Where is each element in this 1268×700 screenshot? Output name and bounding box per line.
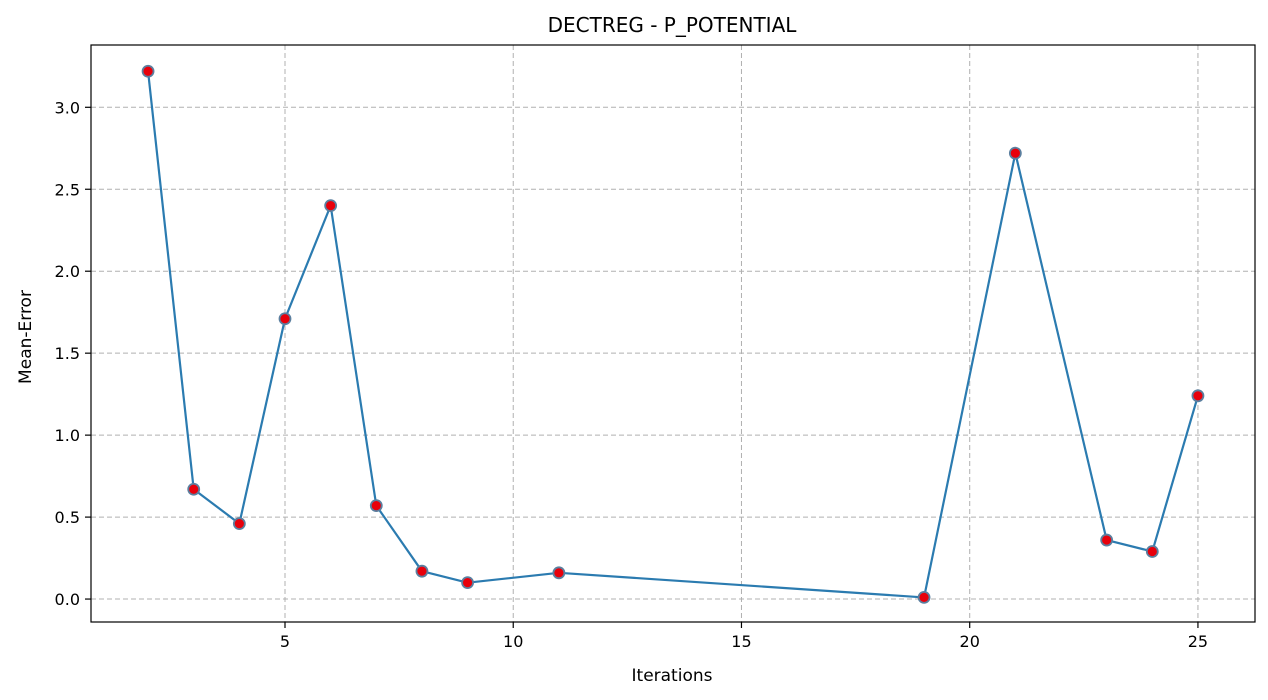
data-point <box>278 312 292 326</box>
data-point <box>141 64 155 78</box>
data-point <box>187 482 201 496</box>
grid <box>91 45 1255 622</box>
x-tick-label: 10 <box>503 632 523 651</box>
plot-frame <box>90 44 1256 623</box>
x-axis-ticks: 5 10 15 20 25 <box>280 622 1208 651</box>
y-axis-label: Mean-Error <box>16 290 36 384</box>
x-tick-label: 20 <box>960 632 980 651</box>
x-axis-label: Iterations <box>632 666 713 686</box>
y-tick-label: 1.5 <box>55 344 80 363</box>
y-tick-label: 1.0 <box>55 426 80 445</box>
data-point <box>415 564 429 578</box>
y-tick-label: 2.0 <box>55 262 80 281</box>
data-point <box>1100 533 1114 547</box>
data-point <box>324 199 338 213</box>
chart-title: DECTREG - P_POTENTIAL <box>548 13 798 37</box>
series-line <box>146 71 1199 599</box>
data-point <box>369 499 383 513</box>
data-point <box>552 566 566 580</box>
y-tick-label: 0.0 <box>55 590 80 609</box>
y-tick-label: 0.5 <box>55 508 80 527</box>
data-point <box>232 517 246 531</box>
data-point <box>917 591 931 604</box>
data-point <box>1145 545 1159 558</box>
data-point <box>1191 389 1205 403</box>
data-point <box>1008 146 1022 160</box>
x-tick-label: 5 <box>280 632 290 651</box>
y-tick-label: 2.5 <box>55 180 80 199</box>
y-axis-ticks: 0.0 0.5 1.0 1.5 2.0 2.5 3.0 <box>55 98 91 609</box>
x-tick-label: 15 <box>731 632 751 651</box>
series-group <box>141 64 1205 604</box>
data-point <box>461 576 474 590</box>
x-tick-label: 25 <box>1188 632 1208 651</box>
y-tick-label: 3.0 <box>55 98 80 117</box>
